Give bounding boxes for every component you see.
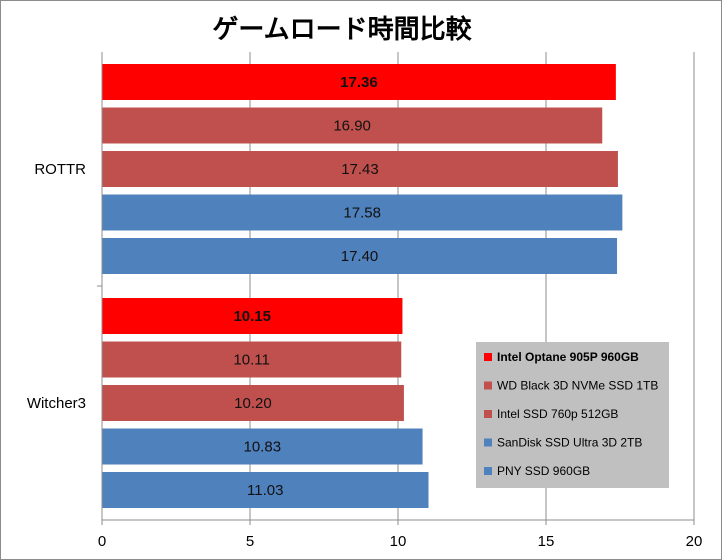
data-label-rottr-2: 16.90 [333,118,371,135]
legend-swatch-1 [484,353,492,361]
axes: 0 5 10 15 20 ROTTR Witcher3 [27,52,703,550]
legend: Intel Optane 905P 960GB WD Black 3D NVMe … [476,342,669,488]
data-label-witcher3-2: 10.11 [233,352,269,369]
legend-box [476,342,669,488]
legend-swatch-3 [484,410,492,418]
legend-swatch-4 [484,438,492,447]
legend-entry-1: Intel Optane 905P 960GB [497,350,639,364]
legend-swatch-5 [484,467,492,475]
bar-witcher3-4 [102,428,423,465]
legend-entry-4: SanDisk SSD Ultra 3D 2TB [497,436,642,450]
legend-entry-3: Intel SSD 760p 512GB [497,407,618,421]
x-tick-label-15: 15 [538,533,555,550]
data-label-rottr-1: 17.36 [340,74,378,91]
data-label-rottr-5: 17.40 [341,248,379,265]
category-label-witcher3: Witcher3 [27,395,86,412]
legend-entry-2: WD Black 3D NVMe SSD 1TB [497,379,658,393]
data-label-rottr-3: 17.43 [341,161,379,178]
x-tick-label-0: 0 [98,533,106,550]
data-label-witcher3-5: 11.03 [247,482,283,499]
bar-rottr-5 [102,238,618,274]
legend-swatch-2 [484,381,492,390]
data-label-witcher3-1: 10.15 [233,308,271,325]
chart-title: ゲームロード時間比較 [212,14,472,45]
bar-witcher3-1 [102,298,403,334]
bar-rottr-1 [102,64,616,100]
bars: 17.36 16.90 17.43 17.58 17.40 10.15 10.11 10.20… [102,64,623,508]
bar-witcher3-3 [102,385,404,421]
bar-rottr-2 [102,107,603,144]
bar-rottr-4 [102,194,623,231]
data-label-rottr-4: 17.58 [343,205,381,222]
data-label-witcher3-4: 10.83 [244,439,282,456]
bar-witcher3-2 [102,341,402,378]
data-label-witcher3-3: 10.20 [234,395,272,412]
x-tick-label-10: 10 [390,533,407,550]
x-tick-label-20: 20 [686,533,703,550]
bar-witcher3-5 [102,472,429,508]
bar-rottr-3 [102,151,618,187]
x-tick-label-5: 5 [246,533,254,550]
legend-entry-5: PNY SSD 960GB [497,464,590,478]
category-label-rottr: ROTTR [34,161,86,178]
